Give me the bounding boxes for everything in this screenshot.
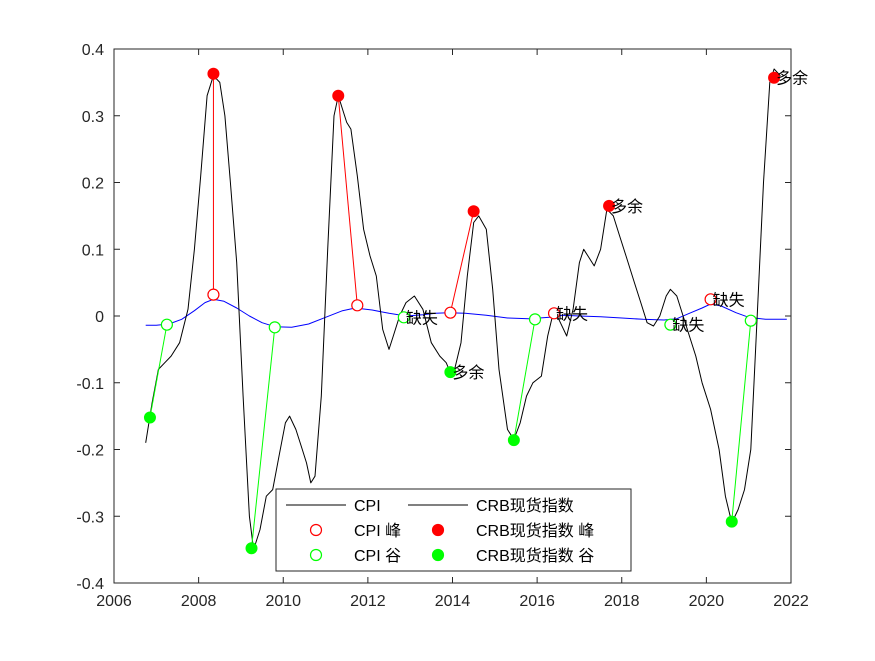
- crb-trough-marker-1: [245, 542, 258, 555]
- trough-link-1: [251, 327, 276, 549]
- cpi-peak-marker-4: [704, 293, 717, 306]
- y-tick-label-2: -0.2: [76, 443, 104, 460]
- cpi-peak-marker-1: [351, 299, 364, 312]
- annotation-label-6: 多余: [776, 69, 808, 88]
- trough-link-0: [149, 324, 168, 418]
- crb-trough-marker-0: [143, 411, 156, 424]
- crb-peak-marker-0: [207, 67, 220, 80]
- annotation-label-0: 缺失: [406, 309, 438, 327]
- x-tick-label-4: 2014: [435, 593, 471, 610]
- legend-marker-4: [309, 548, 323, 562]
- peak-trough-links: [149, 73, 752, 549]
- series-line-cpi: [145, 298, 787, 328]
- legend-label-1: CRB现货指数: [476, 497, 574, 515]
- cpi-trough-marker-3: [528, 313, 542, 326]
- legend-marker-2: [309, 523, 323, 537]
- x-tick-label-2: 2010: [265, 593, 301, 610]
- annotation-label-4: 缺失: [672, 317, 704, 335]
- crb-peak-marker-3: [603, 199, 616, 212]
- crb-trough-marker-2: [444, 366, 457, 379]
- cpi-peak-marker-0: [207, 288, 220, 301]
- cpi-peak-marker-2: [444, 306, 457, 319]
- x-tick-label-3: 2012: [350, 593, 386, 610]
- legend-label-5: CRB现货指数 谷: [476, 547, 594, 565]
- crb-trough-marker-4: [725, 515, 738, 528]
- y-tick-label-3: -0.1: [76, 376, 104, 393]
- cpi-trough-marker-4: [664, 318, 677, 331]
- x-tick-label-0: 2006: [96, 593, 132, 610]
- cpi-trough-marker-2: [397, 311, 410, 324]
- x-tick-label-1: 2008: [181, 593, 217, 610]
- x-tick-label-8: 2022: [773, 593, 809, 610]
- trough-link-2: [513, 319, 536, 441]
- cpi-trough-marker-5: [744, 314, 757, 327]
- annotation-label-5: 缺失: [713, 291, 745, 309]
- legend-marker-3: [431, 523, 445, 537]
- x-tick-label-5: 2016: [519, 593, 555, 610]
- legend-marker-5: [431, 548, 445, 562]
- axes-group: 2006 2008 2010 2012 2014 2016 2018 2020 2022 -0.4…: [76, 42, 808, 610]
- y-tick-label-4: 0: [95, 309, 104, 326]
- y-tick-label-5: 0.1: [82, 242, 104, 259]
- crb-peak-marker-2: [467, 205, 480, 218]
- legend-label-2: CPI 峰: [354, 522, 401, 540]
- legend-label-3: CRB现货指数 峰: [476, 522, 594, 540]
- legend-label-4: CPI 谷: [354, 547, 401, 565]
- x-tick-label-6: 2018: [604, 593, 640, 610]
- y-tick-label-6: 0.2: [82, 176, 104, 193]
- legend: CPI CRB现货指数 CPI 峰 CRB现货指数 峰 CPI 谷 CRB现货指数 谷: [275, 488, 632, 572]
- peak-link-2: [449, 211, 475, 313]
- legend-box: [275, 488, 632, 572]
- y-tick-label-7: 0.3: [82, 109, 104, 126]
- peak-trough-markers: [143, 67, 781, 555]
- cpi-peak-marker-3: [547, 307, 561, 320]
- crb-peak-marker-1: [332, 89, 345, 102]
- y-tick-label-8: 0.4: [82, 42, 104, 59]
- peak-link-1: [337, 95, 358, 306]
- legend-label-0: CPI: [354, 498, 381, 515]
- crb-trough-marker-3: [507, 434, 520, 447]
- annotation-label-2: 缺失: [556, 305, 588, 323]
- x-tick-label-7: 2020: [689, 593, 725, 610]
- annotation-label-1: 多余: [452, 363, 484, 382]
- y-tick-label-0: -0.4: [76, 576, 104, 593]
- trough-link-3: [731, 320, 752, 522]
- y-tick-label-1: -0.3: [76, 509, 104, 526]
- annotation-label-3: 多余: [611, 197, 643, 216]
- crb-peak-marker-4: [768, 71, 781, 84]
- cpi-trough-marker-1: [268, 321, 281, 334]
- cpi-trough-marker-0: [160, 318, 173, 331]
